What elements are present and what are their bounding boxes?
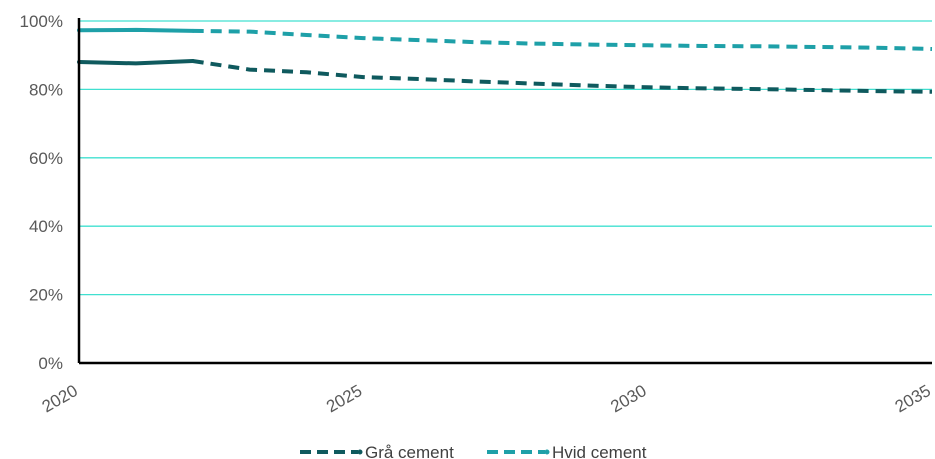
y-tick-label: 80%	[29, 80, 63, 99]
y-tick-label: 60%	[29, 149, 63, 168]
x-tick-label: 2030	[607, 381, 649, 416]
y-tick-labels: 0% 20% 40% 60% 80% 100%	[20, 12, 63, 373]
series-lines	[77, 27, 933, 94]
series-line-projected-hvid-cement-1	[192, 28, 933, 51]
y-tick-label: 20%	[29, 286, 63, 305]
series-line-historical-hvid-cement-1	[77, 27, 195, 33]
legend: Grå cement Hvid cement	[300, 443, 647, 459]
legend-swatch-dot	[357, 449, 363, 455]
y-tick-label: 40%	[29, 217, 63, 236]
gridlines	[79, 20, 932, 296]
series-line-projected-gr-cement-0	[192, 59, 933, 94]
series-line-historical-gr-cement-0	[77, 59, 195, 66]
legend-label: Hvid cement	[552, 443, 647, 459]
y-tick-label: 0%	[38, 354, 63, 373]
x-tick-label: 2020	[39, 381, 81, 416]
x-tick-label: 2035	[892, 381, 934, 416]
x-tick-label: 2025	[323, 381, 365, 416]
y-tick-label: 100%	[20, 12, 63, 31]
legend-label: Grå cement	[365, 443, 454, 459]
legend-swatch-dot	[544, 449, 550, 455]
x-tick-labels: 2020 2025 2030 2035	[39, 381, 934, 416]
